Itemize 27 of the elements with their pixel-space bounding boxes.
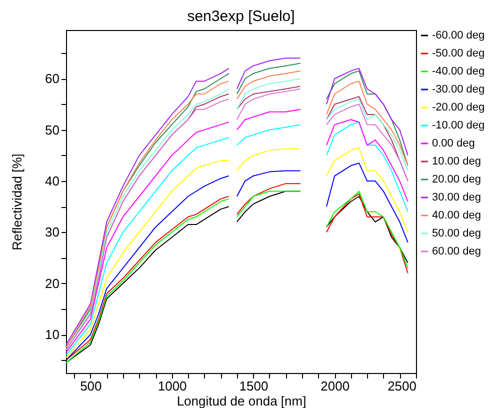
legend-label: 60.00 deg bbox=[432, 246, 481, 258]
x-tick-label: 2500 bbox=[388, 378, 416, 394]
legend-label: 0.00 deg bbox=[432, 138, 475, 150]
y-tick-label: 20 bbox=[45, 276, 60, 291]
legend-label: -30.00 deg bbox=[432, 84, 485, 96]
legend-label: 50.00 deg bbox=[432, 228, 481, 240]
y-tick-label: 60 bbox=[45, 71, 60, 86]
x-tick-label: 2000 bbox=[320, 378, 350, 394]
y-tick-label: 10 bbox=[45, 327, 60, 342]
y-tick-label: 40 bbox=[45, 174, 60, 189]
chart-title: sen3exp [Suelo] bbox=[187, 8, 295, 25]
x-tick-label: 1000 bbox=[158, 378, 187, 394]
y-axis-title: Reflectividad [%] bbox=[10, 154, 24, 250]
legend-label: 10.00 deg bbox=[432, 156, 481, 168]
x-tick-label: 500 bbox=[80, 378, 102, 394]
y-tick-label: 50 bbox=[45, 122, 60, 138]
legend-label: 20.00 deg bbox=[432, 174, 481, 186]
legend-label: -10.00 deg bbox=[432, 120, 485, 132]
x-axis-title: Longitud de onda [nm] bbox=[176, 394, 306, 408]
y-tick-label: 30 bbox=[45, 224, 60, 240]
x-tick-label: 1500 bbox=[239, 378, 268, 394]
legend-label: -60.00 deg bbox=[432, 30, 485, 42]
legend-label: 30.00 deg bbox=[432, 192, 481, 204]
legend-label: -50.00 deg bbox=[432, 48, 485, 60]
legend-label: 40.00 deg bbox=[432, 210, 481, 222]
legend-label: -40.00 deg bbox=[432, 66, 485, 78]
legend-label: -20.00 deg bbox=[432, 102, 485, 114]
